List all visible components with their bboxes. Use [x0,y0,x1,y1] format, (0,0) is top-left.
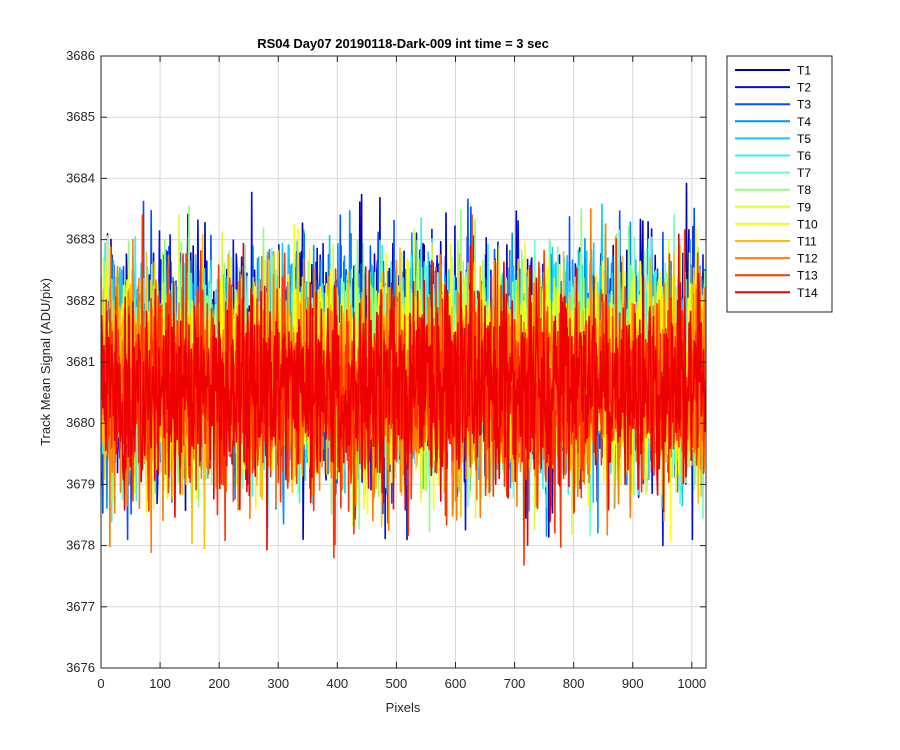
y-tick-label: 3676 [66,660,95,675]
y-tick-label: 3686 [66,48,95,63]
y-tick-label: 3678 [66,538,95,553]
x-tick-label: 300 [267,676,289,691]
y-tick-label: 3679 [66,476,95,491]
legend-label-t11: T11 [797,235,817,249]
legend-label-t4: T4 [797,115,811,129]
legend-label-t9: T9 [797,200,811,214]
legend-label-t10: T10 [797,217,818,231]
legend-label-t5: T5 [797,132,811,146]
chart-title: RS04 Day07 20190118-Dark-009 int time = … [257,36,549,51]
y-tick-label: 3680 [66,415,95,430]
axis-ticks: 0 100 200 300 400 500 600 700 800 900 1000 3676 3677… [66,48,706,691]
y-tick-label: 3677 [66,599,95,614]
legend-label-t14: T14 [797,286,818,300]
legend-label-t2: T2 [797,81,811,95]
x-tick-label: 1000 [677,676,706,691]
legend-label-t7: T7 [797,166,811,180]
x-tick-label: 400 [326,676,348,691]
x-axis-label: Pixels [386,700,421,715]
series-line-t14 [101,233,706,551]
x-tick-label: 800 [563,676,585,691]
legend-label-t3: T3 [797,98,811,112]
x-tick-label: 700 [504,676,526,691]
x-tick-label: 600 [445,676,467,691]
legend-label-t13: T13 [797,269,818,283]
y-tick-label: 3682 [66,293,95,308]
y-tick-label: 3684 [66,170,95,185]
legend: T1 T2 T3 T4 T5 T6 T7 T8 T9 T10 T11 T12 T13 T14 [726,55,833,313]
legend-label-t8: T8 [797,183,811,197]
x-tick-label: 900 [622,676,644,691]
y-tick-label: 3683 [66,232,95,247]
x-tick-label: 100 [149,676,171,691]
legend-label-t6: T6 [797,149,811,163]
y-tick-label: 3681 [66,354,95,369]
x-tick-label: 200 [208,676,230,691]
y-tick-label: 3685 [66,109,95,124]
legend-label-t1: T1 [797,64,811,78]
x-tick-label: 0 [97,676,104,691]
series-lines [101,182,706,566]
x-tick-label: 500 [386,676,408,691]
legend-label-t12: T12 [797,252,818,266]
y-axis-label: Track Mean Signal (ADU/pix) [38,278,53,446]
legend-box [726,55,833,313]
